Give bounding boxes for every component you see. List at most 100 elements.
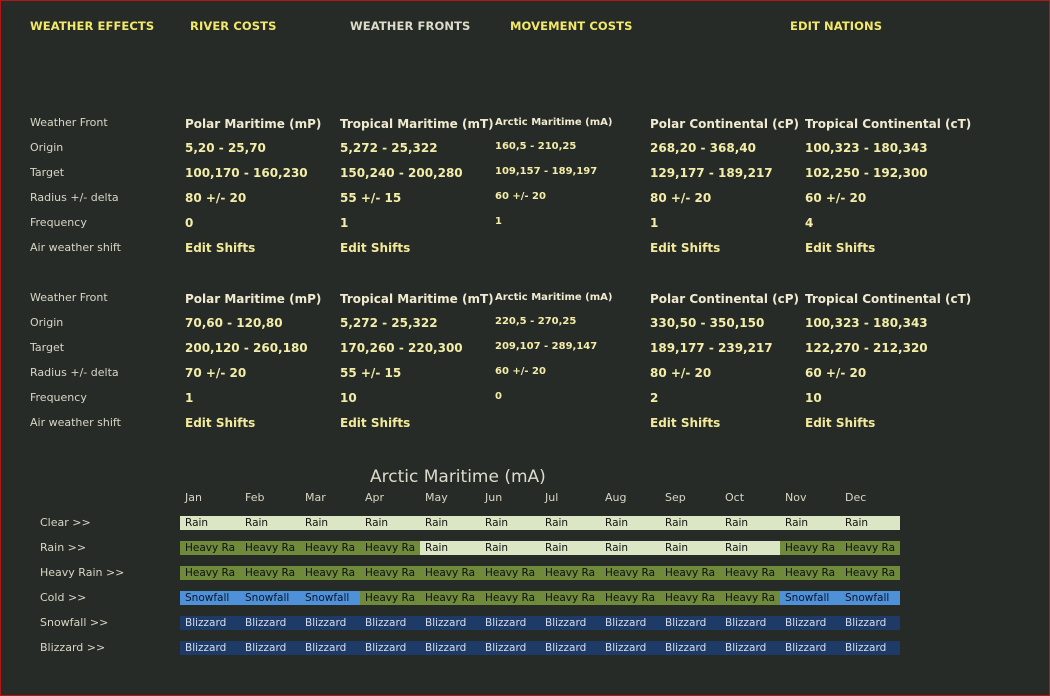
transition-cell[interactable]: Blizzard: [420, 616, 480, 630]
transition-cell[interactable]: Blizzard: [420, 641, 480, 655]
front-weather-front-value: Polar Continental (cP): [650, 292, 800, 306]
transition-cell[interactable]: Heavy Ra: [840, 566, 900, 580]
transition-row-label[interactable]: Rain >>: [40, 541, 87, 554]
transition-cell[interactable]: Blizzard: [300, 616, 360, 630]
transition-cell[interactable]: Blizzard: [480, 616, 540, 630]
transition-cell[interactable]: Snowfall: [240, 591, 300, 605]
transition-cell[interactable]: Blizzard: [300, 641, 360, 655]
transition-cell[interactable]: Heavy Ra: [600, 566, 660, 580]
transition-cell[interactable]: Heavy Ra: [540, 591, 600, 605]
transition-row-label[interactable]: Clear >>: [40, 516, 91, 529]
transition-cell[interactable]: Blizzard: [480, 641, 540, 655]
edit-shifts-button[interactable]: Edit Shifts: [185, 416, 256, 430]
edit-shifts-button[interactable]: Edit Shifts: [650, 416, 721, 430]
front-target-value: 170,260 - 220,300: [340, 341, 463, 355]
transition-cell[interactable]: Rain: [540, 541, 600, 555]
transition-cell[interactable]: Heavy Ra: [360, 566, 420, 580]
nav-edit-nations[interactable]: EDIT NATIONS: [790, 19, 883, 33]
transition-cell[interactable]: Rain: [660, 541, 720, 555]
transition-cell[interactable]: Rain: [600, 541, 660, 555]
transition-cell[interactable]: Blizzard: [600, 641, 660, 655]
transition-cell[interactable]: Rain: [780, 516, 840, 530]
transition-cell[interactable]: Blizzard: [720, 641, 780, 655]
nav-weather-effects[interactable]: WEATHER EFFECTS: [30, 19, 155, 33]
transition-cell[interactable]: Blizzard: [360, 616, 420, 630]
transition-cell[interactable]: Rain: [540, 516, 600, 530]
nav-weather-fronts[interactable]: WEATHER FRONTS: [350, 19, 471, 33]
edit-shifts-button[interactable]: Edit Shifts: [805, 416, 876, 430]
transition-cell[interactable]: Rain: [360, 516, 420, 530]
transition-cell[interactable]: Rain: [720, 541, 780, 555]
transition-cell[interactable]: Rain: [720, 516, 780, 530]
transition-cell[interactable]: Snowfall: [840, 591, 900, 605]
front-weather-front-value: Tropical Continental (cT): [805, 117, 972, 131]
transition-cell[interactable]: Rain: [840, 516, 900, 530]
transition-cell[interactable]: Heavy Ra: [600, 591, 660, 605]
nav-river-costs[interactable]: RIVER COSTS: [190, 19, 277, 33]
transition-cell[interactable]: Heavy Ra: [420, 591, 480, 605]
front-target-value: 122,270 - 212,320: [805, 341, 928, 355]
transition-cell[interactable]: Rain: [660, 516, 720, 530]
transition-cell[interactable]: Heavy Ra: [660, 566, 720, 580]
edit-shifts-button[interactable]: Edit Shifts: [340, 241, 411, 255]
transition-cell[interactable]: Heavy Ra: [300, 541, 360, 555]
transition-cell[interactable]: Heavy Ra: [240, 566, 300, 580]
edit-shifts-button[interactable]: Edit Shifts: [185, 241, 256, 255]
transition-cell[interactable]: Heavy Ra: [540, 566, 600, 580]
transition-cell[interactable]: Blizzard: [780, 616, 840, 630]
row-label-radius: Radius +/- delta: [30, 366, 119, 379]
transition-cell[interactable]: Heavy Ra: [660, 591, 720, 605]
transition-cell[interactable]: Heavy Ra: [720, 566, 780, 580]
transition-cell[interactable]: Rain: [300, 516, 360, 530]
transition-row-label[interactable]: Cold >>: [40, 591, 87, 604]
transition-cell[interactable]: Heavy Ra: [360, 591, 420, 605]
transition-cell[interactable]: Heavy Ra: [480, 591, 540, 605]
transition-cell[interactable]: Rain: [480, 541, 540, 555]
front-weather-front-value: Tropical Maritime (mT): [340, 117, 494, 131]
transition-row-label[interactable]: Heavy Rain >>: [40, 566, 125, 579]
transition-cell[interactable]: Heavy Ra: [720, 591, 780, 605]
transition-cell[interactable]: Heavy Ra: [360, 541, 420, 555]
edit-shifts-button[interactable]: Edit Shifts: [805, 241, 876, 255]
transition-cell[interactable]: Blizzard: [180, 641, 240, 655]
transition-cell[interactable]: Blizzard: [780, 641, 840, 655]
transition-cell[interactable]: Snowfall: [300, 591, 360, 605]
nav-movement-costs[interactable]: MOVEMENT COSTS: [510, 19, 633, 33]
transition-cell[interactable]: Blizzard: [840, 616, 900, 630]
transition-cell[interactable]: Heavy Ra: [480, 566, 540, 580]
transition-cell[interactable]: Blizzard: [540, 641, 600, 655]
transition-cell[interactable]: Heavy Ra: [180, 566, 240, 580]
transition-cell[interactable]: Blizzard: [240, 616, 300, 630]
month-label: May: [425, 491, 448, 504]
transition-cell[interactable]: Blizzard: [720, 616, 780, 630]
transition-cell[interactable]: Blizzard: [660, 641, 720, 655]
transition-cell[interactable]: Snowfall: [180, 591, 240, 605]
transition-cell[interactable]: Rain: [420, 516, 480, 530]
transition-cell[interactable]: Rain: [420, 541, 480, 555]
transition-cell[interactable]: Blizzard: [240, 641, 300, 655]
transition-cell[interactable]: Heavy Ra: [240, 541, 300, 555]
transition-cell[interactable]: Blizzard: [660, 616, 720, 630]
front-origin-value: 100,323 - 180,343: [805, 316, 928, 330]
transition-row-label[interactable]: Snowfall >>: [40, 616, 109, 629]
transition-cell[interactable]: Blizzard: [540, 616, 600, 630]
edit-shifts-button[interactable]: Edit Shifts: [340, 416, 411, 430]
transition-cell[interactable]: Rain: [480, 516, 540, 530]
transition-cell[interactable]: Rain: [180, 516, 240, 530]
transition-cell[interactable]: Heavy Ra: [780, 541, 840, 555]
transition-cell[interactable]: Blizzard: [180, 616, 240, 630]
transition-cell[interactable]: Blizzard: [360, 641, 420, 655]
transition-cell[interactable]: Blizzard: [840, 641, 900, 655]
transition-cell[interactable]: Snowfall: [780, 591, 840, 605]
transition-row-label[interactable]: Blizzard >>: [40, 641, 106, 654]
transition-cell[interactable]: Heavy Ra: [780, 566, 840, 580]
transition-cell[interactable]: Heavy Ra: [840, 541, 900, 555]
transition-cell[interactable]: Rain: [600, 516, 660, 530]
edit-shifts-button[interactable]: Edit Shifts: [650, 241, 721, 255]
transition-cell[interactable]: Blizzard: [600, 616, 660, 630]
row-label-weather-front: Weather Front: [30, 116, 108, 129]
transition-cell[interactable]: Heavy Ra: [180, 541, 240, 555]
transition-cell[interactable]: Heavy Ra: [300, 566, 360, 580]
transition-cell[interactable]: Heavy Ra: [420, 566, 480, 580]
transition-cell[interactable]: Rain: [240, 516, 300, 530]
